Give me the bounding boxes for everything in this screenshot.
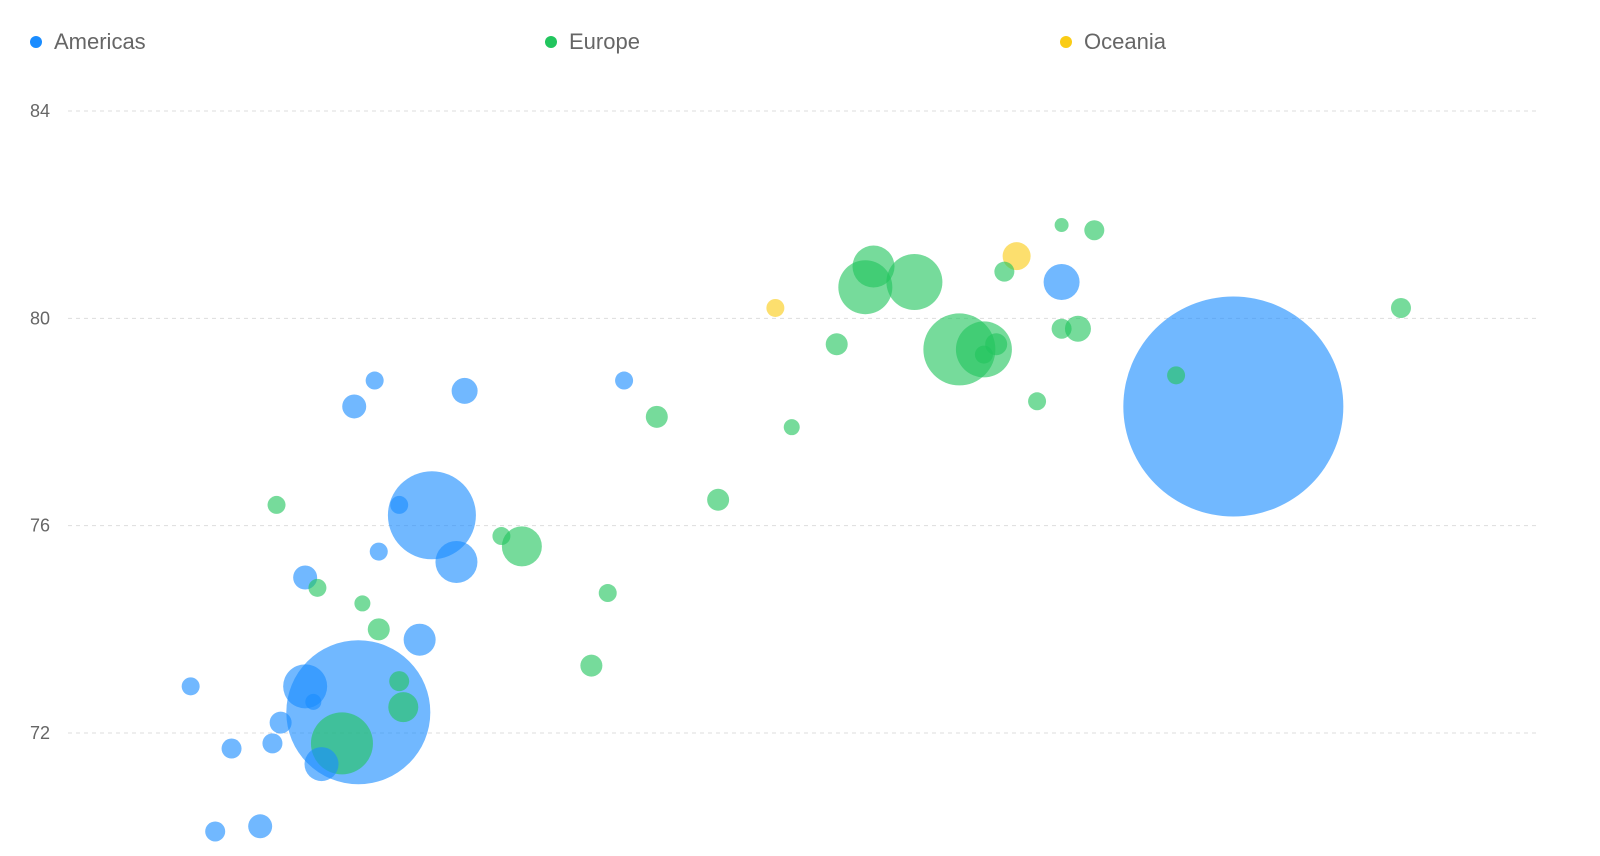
bubble-europe-13[interactable]	[783, 419, 800, 436]
y-tick-label-80: 80	[30, 308, 50, 328]
y-tick-label-72: 72	[30, 723, 50, 743]
bubble-americas-3[interactable]	[248, 814, 273, 839]
bubble-americas-1[interactable]	[221, 738, 242, 759]
bubble-europe-9[interactable]	[580, 654, 603, 677]
bubble-europe-0[interactable]	[267, 495, 286, 514]
bubble-americas-14[interactable]	[365, 371, 384, 390]
legend-marker-europe	[545, 36, 557, 48]
bubble-europe-17[interactable]	[886, 254, 943, 311]
bubble-europe-29[interactable]	[1390, 297, 1411, 318]
bubble-americas-8[interactable]	[305, 693, 322, 710]
bubble-americas-17[interactable]	[435, 540, 478, 583]
bubble-europe-23[interactable]	[1028, 392, 1047, 411]
bubble-americas-20[interactable]	[1043, 264, 1080, 301]
bubble-americas-11[interactable]	[369, 542, 388, 561]
bubble-europe-20[interactable]	[974, 345, 993, 364]
bubble-europe-3[interactable]	[367, 618, 390, 641]
bubble-americas-2[interactable]	[205, 821, 226, 842]
bubble-oceania-0[interactable]	[766, 298, 785, 317]
bubble-europe-2[interactable]	[354, 595, 371, 612]
bubble-europe-24[interactable]	[1051, 318, 1072, 339]
bubble-europe-11[interactable]	[645, 405, 668, 428]
legend: Americas Europe Oceania	[30, 29, 1167, 54]
bubble-europe-5[interactable]	[388, 692, 419, 723]
bubble-europe-22[interactable]	[994, 261, 1015, 282]
y-tick-label-76: 76	[30, 516, 50, 536]
bubble-americas-0[interactable]	[181, 677, 200, 696]
legend-item-oceania[interactable]: Oceania	[1060, 29, 1167, 54]
bubble-europe-25[interactable]	[1064, 315, 1091, 342]
bubble-americas-13[interactable]	[342, 394, 367, 419]
bubble-oceania-1[interactable]	[1002, 242, 1031, 271]
bubble-americas-15[interactable]	[451, 377, 478, 404]
bubble-americas-6[interactable]	[304, 747, 339, 782]
bubble-europe-8[interactable]	[501, 526, 542, 567]
legend-label-europe: Europe	[569, 29, 640, 54]
legend-marker-oceania	[1060, 36, 1072, 48]
y-tick-label-84: 84	[30, 101, 50, 121]
bubble-europe-26[interactable]	[1054, 218, 1069, 233]
bubble-americas-12[interactable]	[390, 495, 409, 514]
bubble-europe-10[interactable]	[598, 584, 617, 603]
bubble-americas-4[interactable]	[269, 711, 292, 734]
bubble-plot-area	[181, 218, 1411, 842]
bubble-europe-12[interactable]	[707, 488, 730, 511]
legend-marker-americas	[30, 36, 42, 48]
legend-item-europe[interactable]: Europe	[545, 29, 640, 54]
bubble-europe-7[interactable]	[492, 527, 511, 546]
bubble-europe-28[interactable]	[1167, 366, 1186, 385]
legend-label-americas: Americas	[54, 29, 146, 54]
legend-item-americas[interactable]: Americas	[30, 29, 146, 54]
bubble-europe-27[interactable]	[1084, 220, 1105, 241]
bubble-americas-16[interactable]	[387, 471, 476, 560]
bubble-europe-1[interactable]	[308, 578, 327, 597]
bubble-americas-18[interactable]	[403, 623, 436, 656]
bubble-americas-5[interactable]	[262, 733, 283, 754]
legend-label-oceania: Oceania	[1084, 29, 1167, 54]
bubble-europe-14[interactable]	[825, 333, 848, 356]
bubble-americas-19[interactable]	[615, 371, 634, 390]
bubble-europe-16[interactable]	[852, 245, 895, 288]
bubble-europe-4[interactable]	[389, 671, 410, 692]
y-axis: 84 80 76 72	[30, 101, 50, 743]
bubble-americas-21[interactable]	[1123, 296, 1344, 517]
